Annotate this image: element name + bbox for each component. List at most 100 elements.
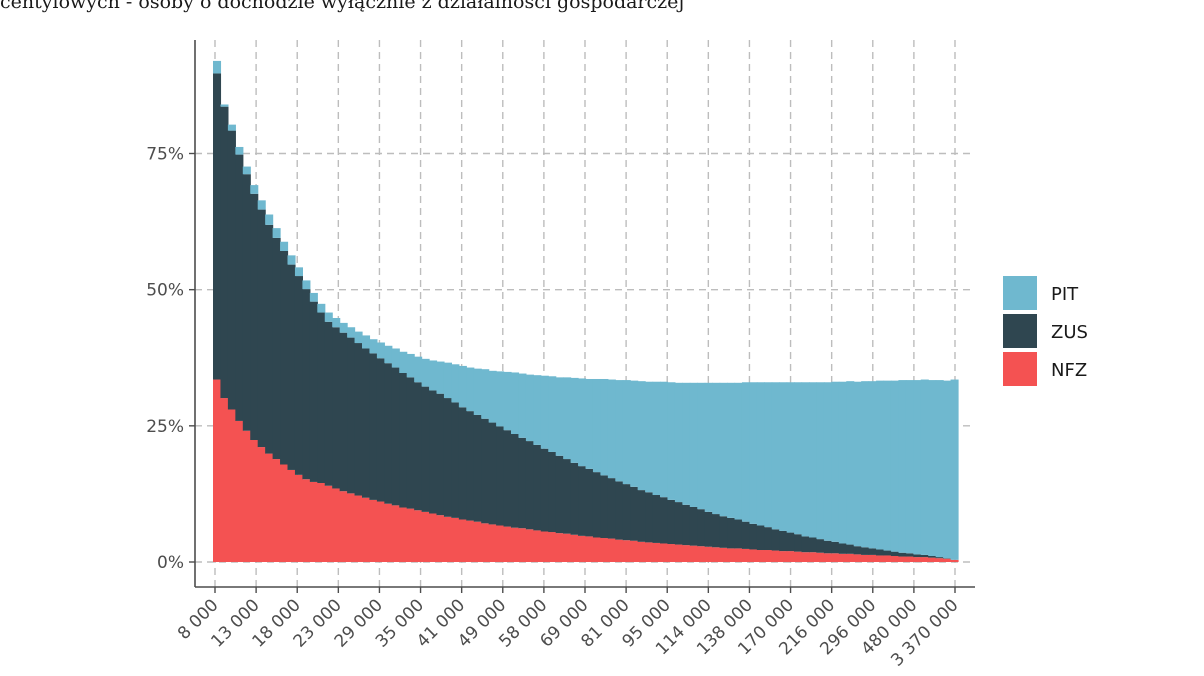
bar-pit-67 bbox=[712, 382, 721, 515]
bar-nfz-67 bbox=[712, 547, 721, 562]
bar-pit-75 bbox=[771, 382, 780, 530]
legend-key-zus bbox=[1003, 314, 1037, 348]
bar-nfz-41 bbox=[518, 528, 527, 562]
bar-zus-94 bbox=[913, 554, 922, 558]
bar-zus-71 bbox=[741, 521, 750, 549]
bar-zus-38 bbox=[496, 426, 505, 526]
bar-nfz-29 bbox=[429, 513, 438, 562]
bar-zus-52 bbox=[600, 475, 609, 539]
bar-nfz-16 bbox=[332, 488, 341, 562]
bar-zus-64 bbox=[689, 506, 698, 546]
bar-nfz-63 bbox=[682, 545, 691, 562]
bar-nfz-31 bbox=[443, 516, 452, 562]
bar-pit-22 bbox=[376, 342, 385, 359]
bar-zus-14 bbox=[317, 312, 326, 484]
bar-nfz-71 bbox=[741, 548, 750, 562]
bar-nfz-65 bbox=[697, 546, 706, 562]
bar-zus-18 bbox=[347, 337, 356, 494]
bar-nfz-46 bbox=[555, 533, 564, 562]
bar-zus-11 bbox=[294, 276, 303, 475]
bar-pit-52 bbox=[600, 378, 609, 476]
bar-nfz-27 bbox=[414, 510, 423, 562]
bar-pit-61 bbox=[667, 382, 676, 500]
bar-zus-92 bbox=[898, 552, 907, 557]
bar-zus-45 bbox=[548, 451, 557, 533]
bar-nfz-57 bbox=[637, 541, 646, 562]
bar-pit-82 bbox=[823, 382, 832, 541]
bar-pit-57 bbox=[637, 381, 646, 491]
bar-nfz-44 bbox=[540, 531, 549, 562]
bar-pit-5 bbox=[250, 185, 259, 194]
bar-pit-90 bbox=[883, 380, 892, 551]
bar-nfz-35 bbox=[473, 521, 482, 562]
bar-nfz-45 bbox=[548, 532, 557, 562]
bar-pit-53 bbox=[607, 379, 616, 479]
bar-nfz-15 bbox=[324, 485, 333, 562]
bar-pit-78 bbox=[794, 382, 803, 535]
bar-zus-76 bbox=[779, 530, 788, 552]
bar-zus-55 bbox=[622, 484, 631, 541]
bar-pit-93 bbox=[905, 380, 914, 554]
bar-nfz-28 bbox=[421, 511, 430, 562]
bar-zus-58 bbox=[645, 492, 654, 543]
bar-pit-92 bbox=[898, 380, 907, 553]
bar-nfz-69 bbox=[727, 548, 736, 562]
bar-zus-30 bbox=[436, 393, 445, 516]
bar-nfz-20 bbox=[362, 497, 371, 562]
bar-zus-86 bbox=[853, 546, 862, 555]
bar-pit-33 bbox=[458, 365, 467, 408]
bar-nfz-90 bbox=[883, 555, 892, 562]
bar-zus-84 bbox=[838, 543, 847, 554]
bar-nfz-17 bbox=[339, 491, 348, 562]
bar-pit-35 bbox=[473, 368, 482, 415]
bar-pit-38 bbox=[496, 371, 505, 427]
bar-nfz-85 bbox=[846, 553, 855, 562]
bar-nfz-61 bbox=[667, 544, 676, 562]
bar-nfz-74 bbox=[764, 550, 773, 562]
bar-nfz-97 bbox=[935, 558, 944, 562]
bar-zus-82 bbox=[823, 540, 832, 554]
bar-pit-84 bbox=[838, 381, 847, 544]
bar-pit-6 bbox=[257, 200, 266, 210]
bar-pit-62 bbox=[674, 382, 683, 503]
bar-zus-26 bbox=[406, 377, 415, 509]
bar-zus-56 bbox=[630, 486, 639, 541]
y-tick-label-3: 75% bbox=[146, 145, 184, 165]
bar-nfz-52 bbox=[600, 538, 609, 562]
bar-pit-18 bbox=[347, 327, 356, 338]
bar-nfz-89 bbox=[876, 555, 885, 562]
bar-nfz-7 bbox=[265, 453, 274, 562]
bar-pit-23 bbox=[384, 345, 393, 364]
bar-zus-73 bbox=[756, 525, 765, 551]
y-tick-label-1: 25% bbox=[146, 417, 184, 437]
bar-nfz-24 bbox=[391, 505, 400, 562]
axes bbox=[189, 40, 975, 593]
bar-zus-37 bbox=[488, 422, 497, 525]
bar-nfz-50 bbox=[585, 536, 594, 562]
bar-zus-63 bbox=[682, 504, 691, 546]
bar-pit-16 bbox=[332, 317, 341, 328]
bar-zus-23 bbox=[384, 363, 393, 504]
bar-nfz-68 bbox=[719, 547, 728, 562]
bar-pit-68 bbox=[719, 382, 728, 517]
bar-nfz-39 bbox=[503, 526, 512, 562]
bar-nfz-36 bbox=[481, 523, 490, 562]
bar-pit-66 bbox=[704, 382, 713, 512]
bar-pit-37 bbox=[488, 370, 497, 423]
bar-nfz-92 bbox=[898, 556, 907, 562]
bar-pit-43 bbox=[533, 375, 542, 445]
legend-label-pit: PIT bbox=[1051, 284, 1079, 305]
bar-zus-79 bbox=[801, 536, 810, 553]
bar-zus-97 bbox=[935, 557, 944, 559]
bar-zus-88 bbox=[868, 548, 877, 555]
bar-nfz-47 bbox=[563, 533, 572, 562]
bar-zus-66 bbox=[704, 511, 713, 547]
bar-pit-50 bbox=[585, 378, 594, 469]
bar-pit-91 bbox=[890, 380, 899, 552]
bar-zus-96 bbox=[928, 556, 937, 558]
bar-nfz-4 bbox=[242, 430, 251, 562]
bar-nfz-94 bbox=[913, 557, 922, 562]
bar-zus-27 bbox=[414, 382, 423, 511]
bar-pit-47 bbox=[563, 377, 572, 460]
